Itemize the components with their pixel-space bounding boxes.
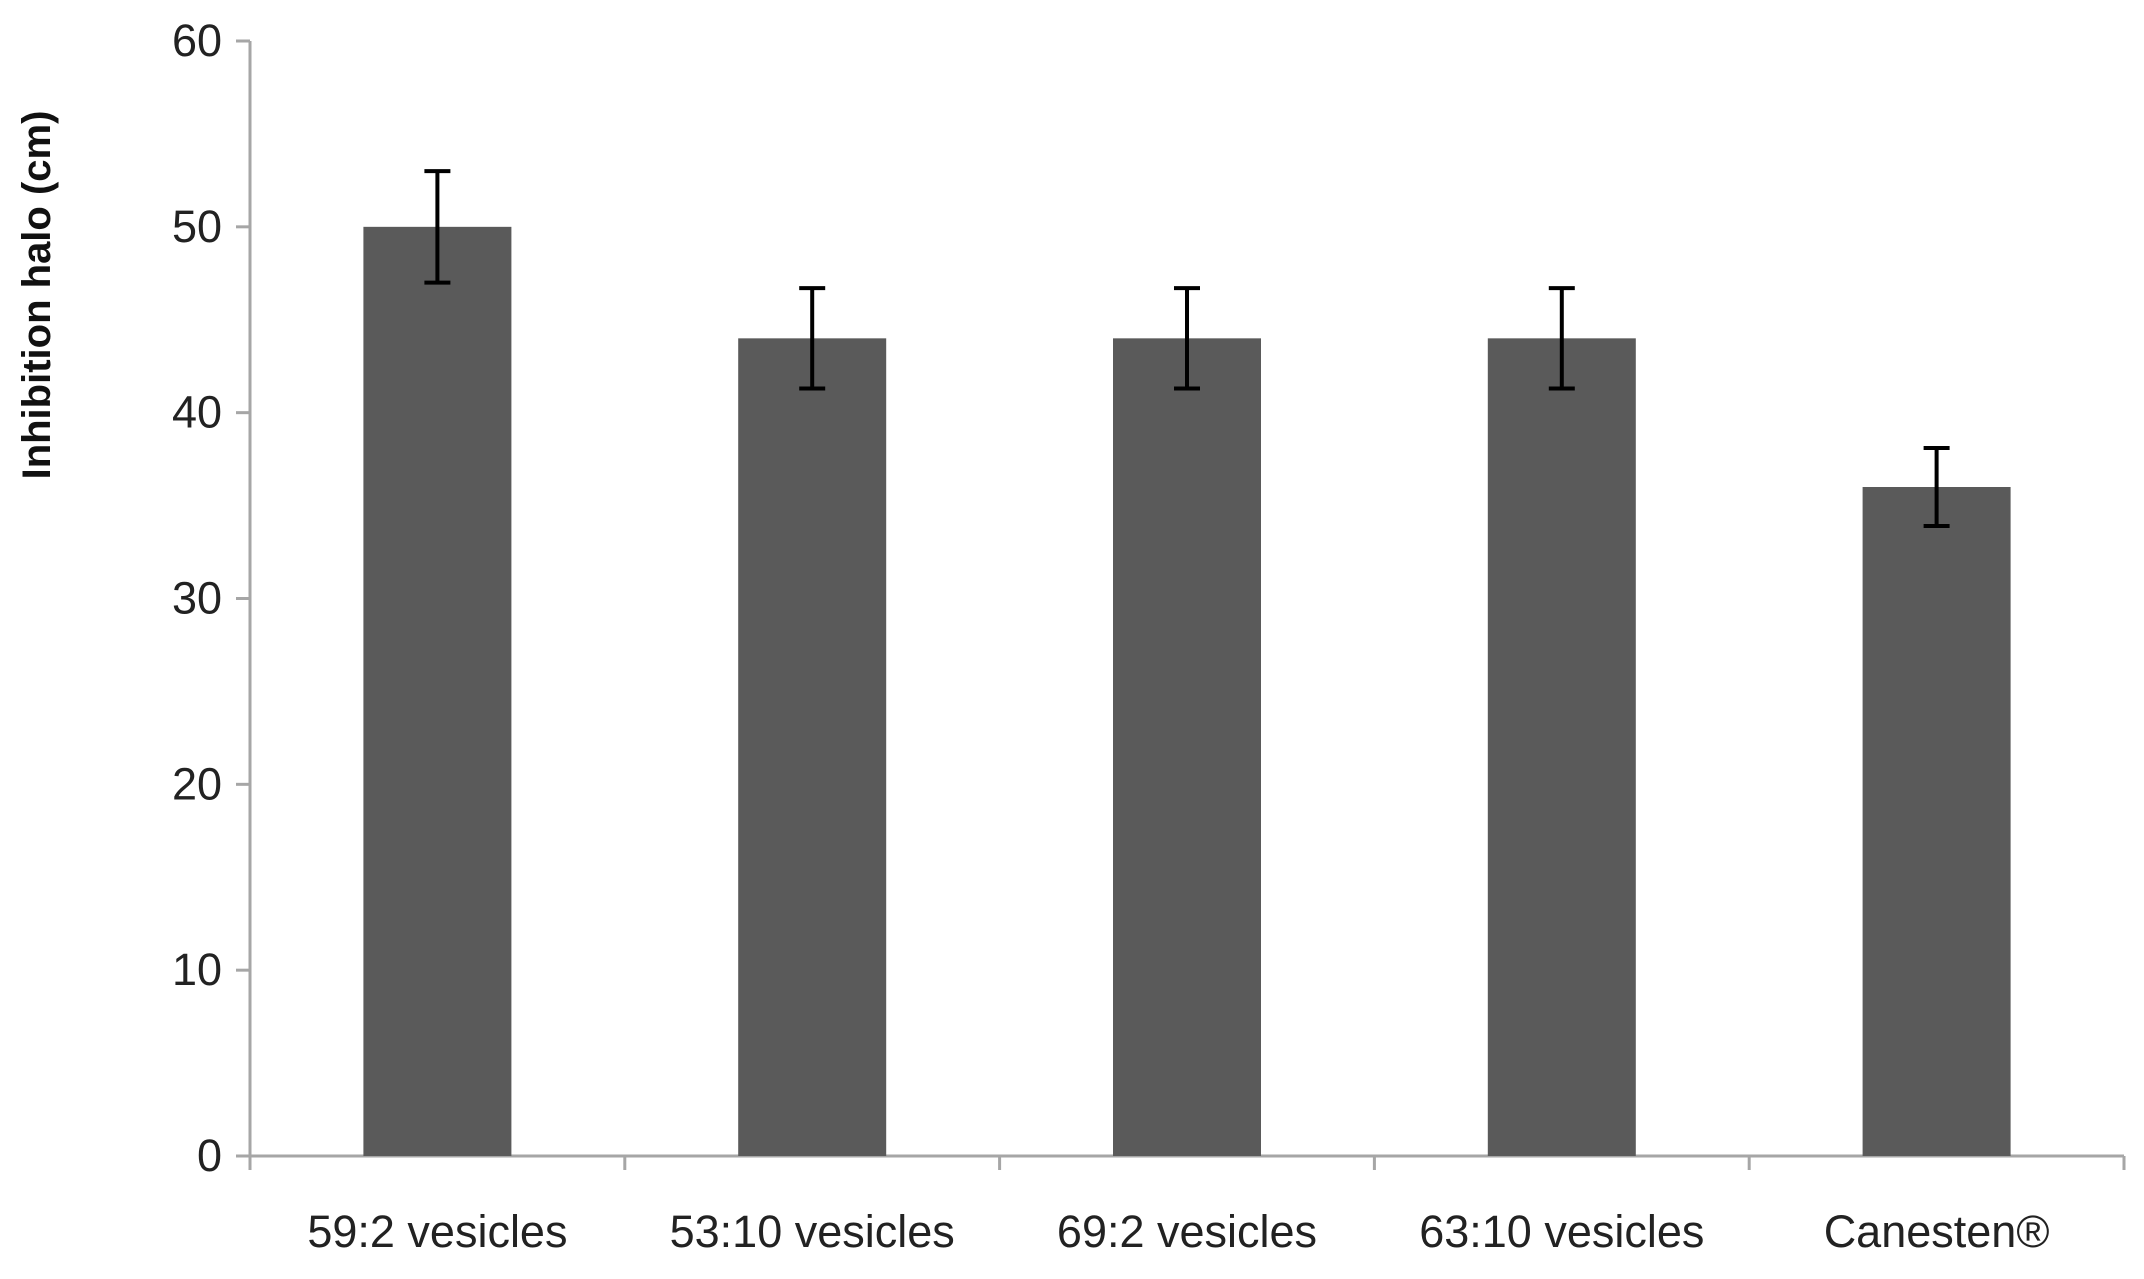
y-tick-labels: 0 10 20 30 40 50 60 (172, 15, 222, 1181)
bar (1862, 487, 2011, 1156)
error-bars-group (424, 169, 1950, 529)
y-tick-label: 60 (172, 15, 222, 66)
y-tick-label: 10 (172, 944, 222, 995)
bar (363, 226, 512, 1157)
axes-group (236, 39, 2126, 1170)
x-tick-label: 63:10 vesicles (1419, 1206, 1704, 1257)
bar (1487, 338, 1636, 1156)
y-tick-label: 40 (172, 387, 222, 438)
y-tick-label: 30 (172, 573, 222, 624)
y-axis-title: Inhibition halo (cm) (15, 111, 59, 480)
x-tick-label: 53:10 vesicles (670, 1206, 955, 1257)
bar (738, 338, 887, 1156)
bars-group (363, 226, 2011, 1157)
y-tick-label: 50 (172, 201, 222, 252)
x-tick-label: 59:2 vesicles (307, 1206, 567, 1257)
y-tick-label: 0 (197, 1130, 222, 1181)
bar (1113, 338, 1261, 1156)
x-tick-label: 69:2 vesicles (1057, 1206, 1317, 1257)
y-tick-label: 20 (172, 758, 222, 809)
x-tick-labels: 59:2 vesicles 53:10 vesicles 69:2 vesicles… (307, 1206, 2049, 1257)
x-tick-label: Canesten® (1824, 1206, 2050, 1257)
